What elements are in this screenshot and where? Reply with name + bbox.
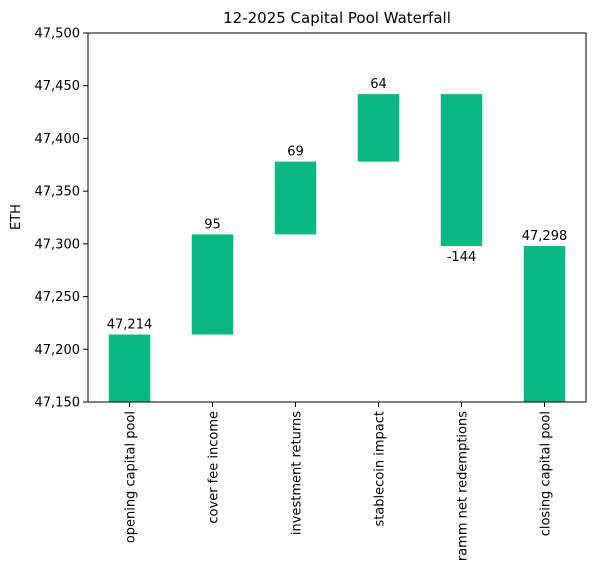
y-tick-label: 47,200 bbox=[35, 343, 81, 358]
x-tick-label: opening capital pool bbox=[124, 411, 139, 543]
value-label: 47,214 bbox=[107, 318, 153, 333]
value-label: 64 bbox=[370, 77, 387, 92]
x-tick-label: stablecoin impact bbox=[373, 411, 388, 527]
y-axis-label: ETH bbox=[9, 204, 24, 230]
y-tick-label: 47,350 bbox=[35, 185, 81, 200]
chart-title: 12-2025 Capital Pool Waterfall bbox=[223, 9, 451, 27]
bar-opening-capital-pool bbox=[108, 334, 151, 402]
value-label: 95 bbox=[204, 217, 221, 232]
value-label: 69 bbox=[287, 145, 304, 160]
value-label: 47,298 bbox=[522, 229, 568, 244]
bar-stablecoin-impact bbox=[357, 94, 400, 162]
y-tick-label: 47,300 bbox=[35, 237, 81, 252]
bar-ramm-net-redemptions bbox=[440, 94, 483, 246]
bar-cover-fee-income bbox=[191, 234, 234, 335]
bar-investment-returns bbox=[274, 161, 317, 235]
y-tick-label: 47,400 bbox=[35, 132, 81, 147]
bar-closing-capital-pool bbox=[523, 245, 566, 402]
x-tick-label: ramm net redemptions bbox=[456, 411, 471, 561]
bars-layer bbox=[108, 94, 566, 402]
y-axis: 47,150 47,200 47,250 47,300 47,350 47,400 47,4… bbox=[35, 27, 88, 411]
plot-frame bbox=[87, 32, 587, 403]
y-tick-label: 47,500 bbox=[35, 27, 81, 42]
x-tick-label: closing capital pool bbox=[539, 411, 554, 536]
x-axis: opening capital pool cover fee income inve… bbox=[124, 402, 554, 561]
x-tick-label: investment returns bbox=[290, 411, 305, 535]
y-tick-label: 47,150 bbox=[35, 396, 81, 411]
value-labels-layer: 47,214 95 69 64 -144 47,298 bbox=[107, 77, 568, 332]
value-label: -144 bbox=[447, 250, 477, 265]
y-tick-label: 47,450 bbox=[35, 79, 81, 94]
x-tick-label: cover fee income bbox=[207, 411, 222, 524]
y-tick-label: 47,250 bbox=[35, 290, 81, 305]
